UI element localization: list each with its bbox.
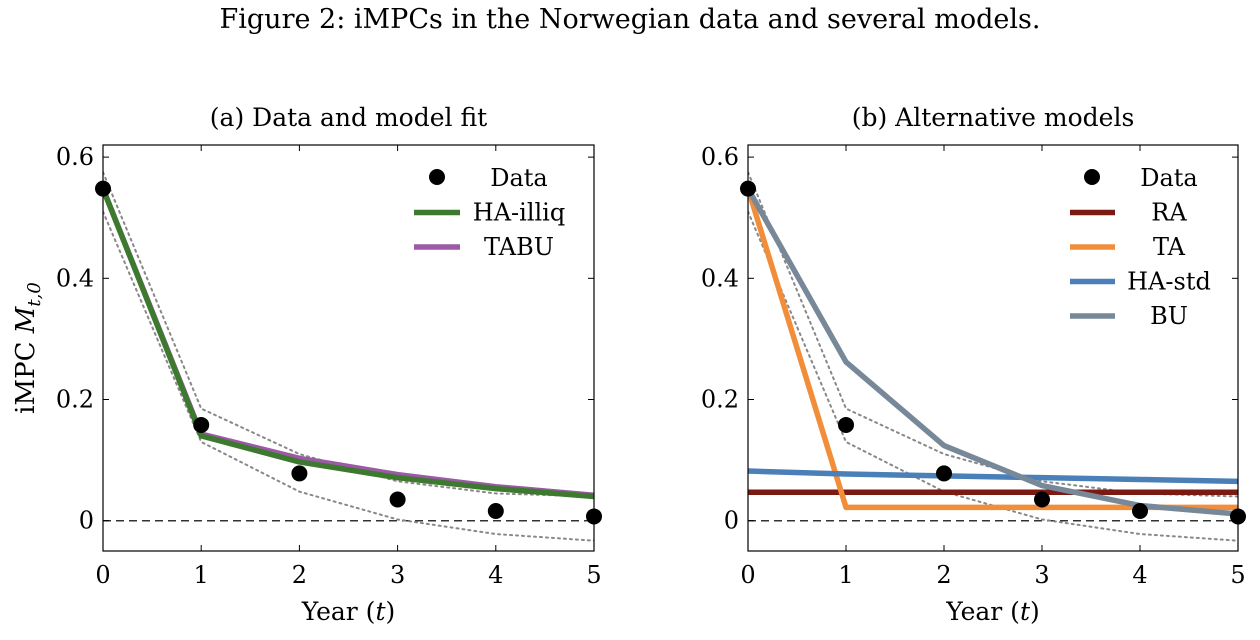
x-tick-label: 4 — [488, 561, 503, 589]
panel-title: (b) Alternative models — [852, 103, 1135, 132]
x-axis-label: Year (t) — [301, 597, 396, 626]
data-point — [291, 465, 308, 482]
x-tick-label: 4 — [1132, 561, 1147, 589]
chart-panel-b: (b) Alternative models 0 1 2 3 4 5 0 0.2 0.4 0.6 Ye… — [701, 103, 1246, 626]
data-point — [193, 416, 210, 433]
x-tick-label: 3 — [1034, 561, 1049, 589]
data-point — [487, 503, 504, 520]
chart-panel-a: (a) Data and model fit 0 1 2 3 4 5 0 0.2 0.4 0.6 Ye… — [11, 103, 602, 626]
data-point — [1034, 491, 1050, 508]
x-tick-label: 5 — [586, 561, 601, 589]
x-tick-label: 2 — [292, 561, 307, 589]
data-point — [389, 491, 406, 508]
y-tick-label: 0.2 — [56, 386, 94, 414]
y-tick-label: 0.2 — [701, 386, 739, 414]
data-point — [838, 416, 854, 433]
axes-frame — [747, 144, 1239, 552]
data-point — [1132, 503, 1148, 520]
panel-title: (a) Data and model fit — [210, 103, 487, 132]
confidence-band-lower — [748, 210, 1238, 542]
x-tick-label: 3 — [390, 561, 405, 589]
legend-label-bu: BU — [1150, 302, 1188, 330]
legend-marker-data — [429, 169, 445, 185]
y-tick-label: 0 — [79, 507, 94, 535]
plot-area — [748, 171, 1238, 542]
legend-label-data: Data — [490, 164, 548, 192]
legend-label-tabu: TABU — [484, 233, 554, 261]
legend-label-ra: RA — [1151, 199, 1187, 227]
y-axis-label: iMPC Mt,0 — [11, 282, 45, 414]
x-tick-label: 5 — [1230, 561, 1245, 589]
x-tick-label: 1 — [194, 561, 209, 589]
legend-label-data: Data — [1140, 164, 1198, 192]
axes-frame — [102, 144, 595, 552]
series-line-ha-std — [748, 468, 1238, 485]
x-tick-label: 1 — [838, 561, 853, 589]
y-tick-label: 0.4 — [56, 264, 94, 292]
series-line-bu — [748, 187, 1238, 517]
y-tick-label: 0.6 — [701, 143, 739, 171]
legend: Data RA TA HA-std BU — [1070, 164, 1211, 330]
x-tick-label: 0 — [95, 561, 110, 589]
legend: Data HA-illiq TABU — [414, 164, 565, 261]
series-line-ha-illiq — [103, 187, 594, 500]
y-tick-label: 0.4 — [701, 264, 739, 292]
x-tick-label: 2 — [936, 561, 951, 589]
legend-label-ha-std: HA-std — [1127, 268, 1211, 296]
x-axis-label: Year (t) — [945, 597, 1040, 626]
figure-title: Figure 2: iMPCs in the Norwegian data an… — [219, 4, 1041, 35]
legend-label-ta: TA — [1153, 233, 1186, 261]
legend-marker-data — [1084, 169, 1100, 185]
plot-area — [103, 171, 594, 542]
data-point — [936, 465, 952, 482]
legend-label-ha-illiq: HA-illiq — [473, 199, 565, 227]
confidence-band-lower — [103, 210, 594, 542]
y-tick-label: 0 — [724, 507, 739, 535]
x-tick-label: 0 — [740, 561, 755, 589]
y-tick-label: 0.6 — [56, 143, 94, 171]
